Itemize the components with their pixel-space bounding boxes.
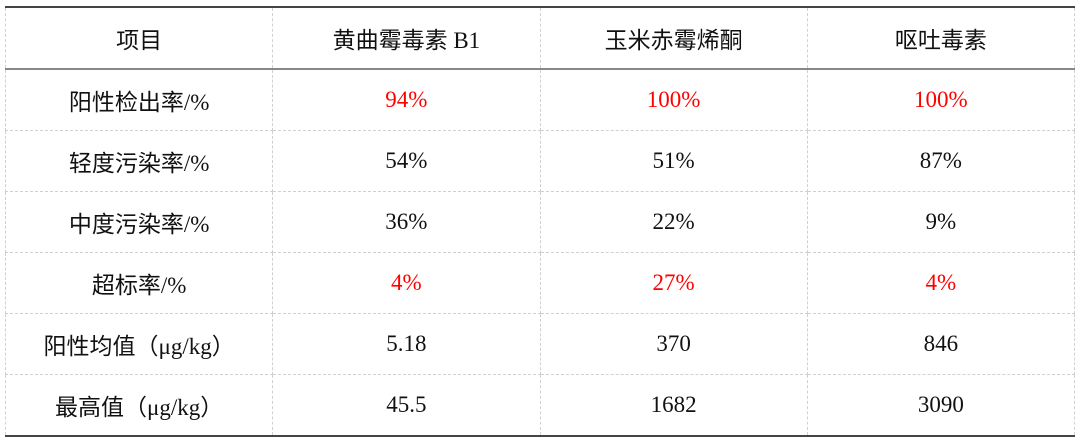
mycotoxin-table: 项目 黄曲霉毒素 B1 玉米赤霉烯酮 呕吐毒素 阳性检出率/% 94% 100% 10… <box>4 6 1076 437</box>
header-vomitoxin: 呕吐毒素 <box>806 6 1076 70</box>
table-cell: 87% <box>806 130 1076 192</box>
header-zearalenone: 玉米赤霉烯酮 <box>539 6 808 70</box>
table-row: 超标率/% 4% 27% 4% <box>4 252 1076 314</box>
row-label: 阳性均值（μg/kg） <box>4 313 274 375</box>
row-label: 最高值（μg/kg） <box>4 374 274 437</box>
table-cell: 22% <box>539 191 808 253</box>
table-row: 阳性均值（μg/kg） 5.18 370 846 <box>4 313 1076 375</box>
table-cell: 3090 <box>806 374 1076 437</box>
table-cell: 5.18 <box>272 313 541 375</box>
table-cell: 94% <box>272 69 541 131</box>
table-cell: 9% <box>806 191 1076 253</box>
table-cell: 370 <box>539 313 808 375</box>
header-row: 项目 黄曲霉毒素 B1 玉米赤霉烯酮 呕吐毒素 <box>4 6 1076 70</box>
row-label: 超标率/% <box>4 252 274 314</box>
header-item: 项目 <box>4 6 274 70</box>
table-row: 阳性检出率/% 94% 100% 100% <box>4 69 1076 131</box>
table-cell: 54% <box>272 130 541 192</box>
table-row: 轻度污染率/% 54% 51% 87% <box>4 130 1076 192</box>
row-label: 阳性检出率/% <box>4 69 274 131</box>
table-row: 中度污染率/% 36% 22% 9% <box>4 191 1076 253</box>
table-cell: 1682 <box>539 374 808 437</box>
table-row: 最高值（μg/kg） 45.5 1682 3090 <box>4 374 1076 437</box>
table-cell: 45.5 <box>272 374 541 437</box>
table-cell: 100% <box>539 69 808 131</box>
table-cell: 100% <box>806 69 1076 131</box>
row-label: 轻度污染率/% <box>4 130 274 192</box>
header-aflatoxin-b1: 黄曲霉毒素 B1 <box>272 6 541 70</box>
table-cell: 27% <box>539 252 808 314</box>
table-cell: 4% <box>806 252 1076 314</box>
row-label: 中度污染率/% <box>4 191 274 253</box>
table-cell: 36% <box>272 191 541 253</box>
table-cell: 4% <box>272 252 541 314</box>
table-cell: 846 <box>806 313 1076 375</box>
table-cell: 51% <box>539 130 808 192</box>
